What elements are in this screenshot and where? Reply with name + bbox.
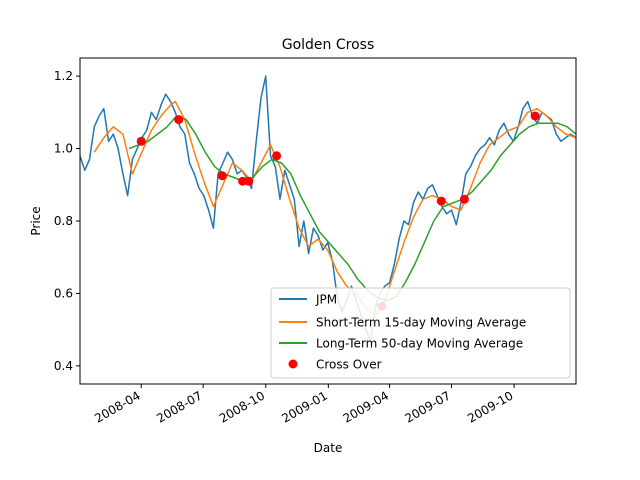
crossover-point: [272, 151, 282, 161]
crossover-point: [530, 111, 540, 121]
crossover-point: [217, 171, 227, 181]
crossover-point: [244, 176, 254, 186]
crossover-point: [436, 196, 446, 206]
series-line-long-ma: [128, 115, 577, 302]
legend-box: [270, 287, 571, 379]
series-layer: [79, 75, 577, 342]
legend: JPM Short-Term 15-day Moving Average Lon…: [270, 287, 571, 379]
y-axis: 0.4 0.6 0.8 1.0 1.2: [54, 69, 80, 373]
legend-label-short-ma: Short-Term 15-day Moving Average: [316, 316, 526, 330]
crossover-point: [174, 115, 184, 125]
y-tick-label: 1.0: [54, 142, 73, 156]
chart-title: Golden Cross: [282, 37, 375, 53]
y-tick-label: 0.8: [54, 214, 73, 228]
legend-swatch-cross-over: [288, 359, 298, 369]
y-tick-label: 1.2: [54, 69, 73, 83]
y-tick-label: 0.6: [54, 286, 73, 300]
crossover-point: [136, 136, 146, 146]
y-axis-label: Price: [29, 206, 43, 235]
crossover-marker-layer: [136, 111, 540, 311]
legend-label-long-ma: Long-Term 50-day Moving Average: [316, 337, 523, 351]
x-axis-label: Date: [314, 441, 343, 455]
legend-label-jpm: JPM: [315, 293, 337, 307]
legend-label-cross-over: Cross Over: [316, 358, 382, 372]
series-line-short-ma: [93, 100, 577, 316]
crossover-point: [459, 194, 469, 204]
y-tick-label: 0.4: [54, 359, 73, 373]
